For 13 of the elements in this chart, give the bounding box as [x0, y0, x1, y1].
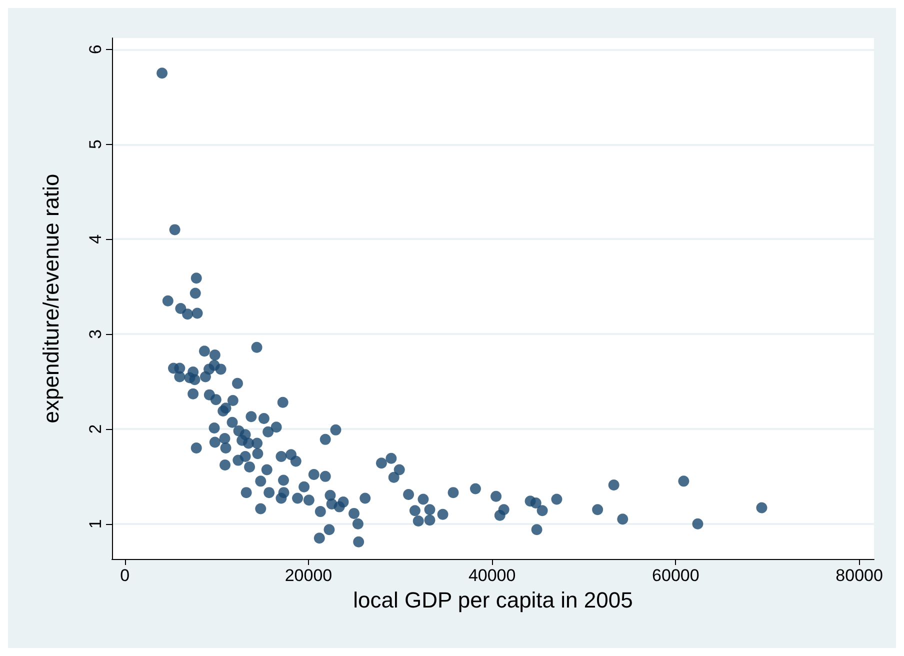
x-tick-label: 40000	[468, 566, 516, 585]
y-tick-label: 2	[86, 424, 105, 434]
x-tick-label: 60000	[652, 566, 700, 585]
y-axis-title: expenditure/revenue ratio	[38, 174, 64, 424]
y-tick-label: 6	[86, 44, 105, 54]
y-tick-label: 1	[86, 519, 105, 529]
x-tick-label: 80000	[836, 566, 883, 585]
y-tick-label: 4	[86, 234, 105, 244]
y-tick-label: 5	[86, 140, 105, 150]
x-tick-label: 0	[120, 566, 130, 585]
x-tick-label: 20000	[284, 566, 332, 585]
x-axis-title: local GDP per capita in 2005	[353, 588, 633, 612]
y-tick-label: 3	[86, 329, 105, 339]
